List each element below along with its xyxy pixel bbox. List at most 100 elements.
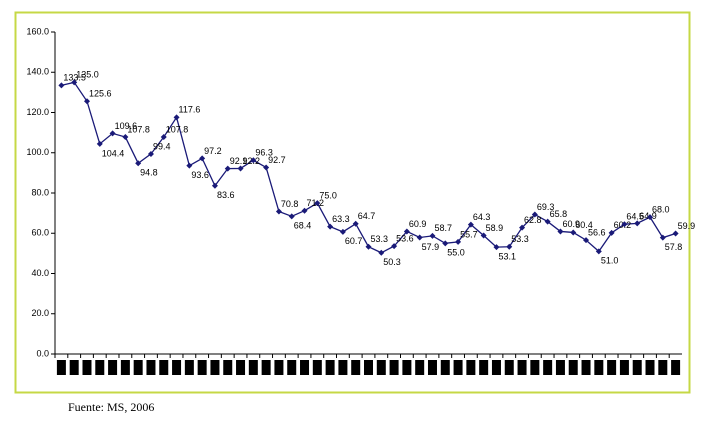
x-tick-label-redacted [197, 360, 207, 375]
x-tick-label-redacted [453, 360, 463, 375]
point-marker [403, 228, 410, 235]
data-label: 55.7 [460, 229, 478, 239]
point-marker [647, 214, 654, 221]
point-marker [58, 82, 65, 89]
point-marker [378, 249, 385, 256]
point-marker [583, 237, 590, 244]
x-tick-label-redacted [530, 360, 540, 375]
point-marker [147, 150, 154, 157]
point-marker [96, 140, 103, 147]
data-label: 109.6 [115, 121, 138, 131]
x-tick-label-redacted [568, 360, 578, 375]
point-marker [391, 243, 398, 250]
data-label: 53.3 [511, 234, 529, 244]
data-label: 70.8 [281, 199, 299, 209]
x-tick-label-redacted [108, 360, 118, 375]
data-label: 94.8 [140, 168, 158, 178]
x-tick-label-redacted [312, 360, 322, 375]
data-label: 99.4 [153, 141, 171, 151]
x-tick-label-redacted [427, 360, 437, 375]
data-label: 55.0 [447, 248, 465, 258]
data-label: 60.4 [575, 220, 593, 230]
point-marker [275, 208, 282, 215]
data-label: 117.6 [179, 105, 201, 115]
point-marker [135, 160, 142, 167]
point-marker [237, 165, 244, 172]
x-tick-label-redacted [389, 360, 399, 375]
data-label: 53.3 [371, 234, 389, 244]
x-tick-label-redacted [466, 360, 476, 375]
point-marker [199, 155, 206, 162]
point-marker [455, 238, 462, 245]
point-marker [83, 98, 90, 105]
point-marker [416, 234, 423, 241]
point-marker [186, 162, 193, 169]
x-tick-label-redacted [248, 360, 258, 375]
data-label: 58.7 [434, 223, 452, 233]
point-marker [160, 134, 167, 141]
data-label: 107.8 [166, 124, 189, 134]
point-marker [109, 130, 116, 137]
data-label: 96.3 [255, 148, 273, 158]
point-marker [327, 223, 334, 230]
point-marker [339, 228, 346, 235]
x-tick-label-redacted [645, 360, 655, 375]
data-label: 62.8 [524, 215, 542, 225]
y-tick-label: 100.0 [26, 147, 49, 157]
y-tick-label: 0.0 [36, 348, 49, 358]
x-tick-label-redacted [619, 360, 629, 375]
x-tick-label-redacted [402, 360, 412, 375]
x-tick-label-redacted [351, 360, 361, 375]
x-tick-label-redacted [671, 360, 681, 375]
x-tick-label-redacted [543, 360, 553, 375]
data-label: 68.0 [652, 205, 670, 215]
x-tick-label-redacted [146, 360, 156, 375]
data-label: 68.4 [294, 221, 312, 231]
x-tick-label-redacted [415, 360, 425, 375]
x-tick-label-redacted [261, 360, 271, 375]
x-tick-label-redacted [274, 360, 284, 375]
y-tick-label: 40.0 [31, 268, 49, 278]
x-tick-label-redacted [69, 360, 79, 375]
x-tick-label-redacted [338, 360, 348, 375]
x-tick-label-redacted [95, 360, 105, 375]
x-tick-label-redacted [376, 360, 386, 375]
point-marker [519, 224, 526, 231]
x-tick-label-redacted [581, 360, 591, 375]
data-label: 63.3 [332, 214, 350, 224]
source-note: Fuente: MS, 2006 [68, 400, 154, 414]
point-marker [263, 164, 270, 171]
data-label: 93.6 [191, 170, 209, 180]
x-tick-label-redacted [632, 360, 642, 375]
data-label: 133.5 [63, 73, 86, 83]
point-marker [365, 243, 372, 250]
x-tick-label-redacted [364, 360, 373, 375]
data-label: 57.9 [422, 242, 440, 252]
point-marker [493, 244, 500, 251]
data-label: 65.8 [550, 209, 568, 219]
x-tick-label-redacted [300, 360, 310, 375]
x-tick-label-redacted [504, 360, 514, 375]
data-label: 56.6 [588, 227, 606, 237]
data-label: 60.9 [562, 219, 580, 229]
point-marker [352, 220, 359, 227]
x-tick-label-redacted [594, 360, 604, 375]
data-label: 64.7 [358, 211, 376, 221]
point-marker [672, 230, 679, 237]
data-label: 57.8 [665, 242, 683, 252]
y-tick-label: 120.0 [26, 107, 49, 117]
x-tick-label-redacted [658, 360, 668, 375]
data-label: 107.8 [127, 124, 150, 134]
point-marker [506, 243, 513, 250]
x-tick-label-redacted [607, 360, 617, 375]
data-label: 75.0 [319, 190, 337, 200]
point-marker [224, 165, 231, 172]
point-marker [544, 218, 551, 225]
x-tick-label-redacted [517, 360, 527, 375]
data-label: 64.3 [473, 212, 491, 222]
data-label: 97.2 [204, 146, 222, 156]
point-marker [595, 248, 602, 255]
point-marker [634, 220, 641, 227]
x-tick-label-redacted [120, 360, 130, 375]
